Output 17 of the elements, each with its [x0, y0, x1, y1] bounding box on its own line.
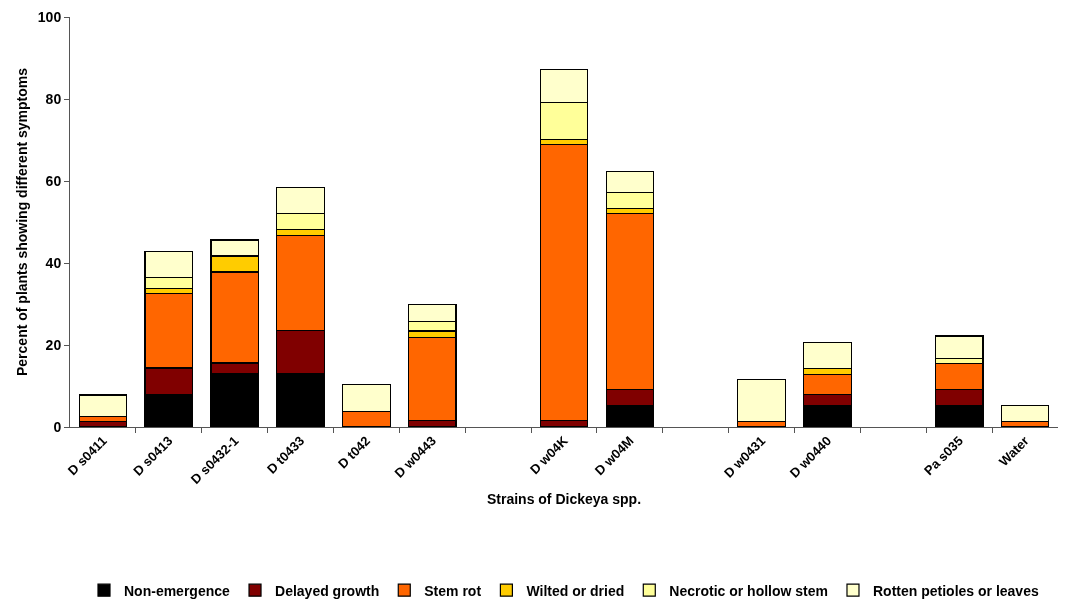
legend-label: Delayed growth: [275, 582, 380, 599]
y-tick-label: 40: [45, 254, 62, 271]
y-tick-label: 20: [45, 336, 62, 353]
legend-label: Stem rot: [424, 582, 482, 599]
legend-label: Non-emergence: [124, 582, 231, 599]
bar: [1000, 405, 1050, 423]
y-tick-label: 60: [45, 172, 62, 189]
legend-label: Wilted or dried: [526, 582, 625, 599]
y-tick-label: 100: [37, 8, 62, 25]
legend-label: Rotten petioles or leaves: [872, 582, 1039, 599]
bar: [78, 394, 128, 418]
y-tick-label: 80: [45, 90, 62, 107]
y-axis-title: Percent of plants showing different symptoms: [14, 67, 31, 377]
legend-label: Necrotic or hollow stem: [669, 582, 828, 599]
bar: [737, 378, 786, 423]
y-tick-label: 0: [53, 418, 62, 435]
x-axis-title: Strains of Dickeya spp.: [486, 491, 642, 508]
